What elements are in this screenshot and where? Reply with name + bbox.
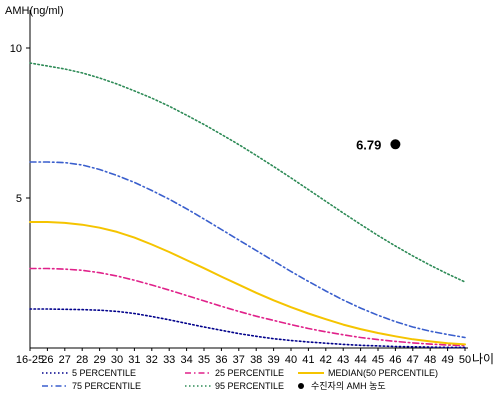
x-tick-label: 48 — [424, 354, 436, 366]
x-tick-label: 49 — [441, 354, 453, 366]
x-tick-label: 27 — [59, 354, 71, 366]
y-ticks: 5 10 — [10, 43, 30, 205]
x-tick-label: 30 — [111, 354, 123, 366]
legend-label: MEDIAN(50 PERCENTILE) — [328, 368, 438, 378]
y-axis-label: AMH(ng/ml) — [5, 5, 64, 17]
x-tick-label: 43 — [337, 354, 349, 366]
legend-label: 5 PERCENTILE — [72, 368, 136, 378]
x-tick-label: 28 — [76, 354, 88, 366]
series-group — [29, 62, 466, 349]
series-line-25-percentile — [29, 267, 466, 347]
x-tick-label: 46 — [389, 354, 401, 366]
x-tick-label: 40 — [285, 354, 297, 366]
x-tick-label: 29 — [93, 354, 105, 366]
x-tick-label: 47 — [407, 354, 419, 366]
x-axis-label: 나이 — [472, 352, 494, 366]
x-tick-label: 37 — [233, 354, 245, 366]
patient-amh-value-label: 6.79 — [356, 137, 381, 152]
patient-marker-group: 6.79 — [356, 137, 401, 152]
legend-label: 95 PERCENTILE — [215, 381, 284, 391]
x-tick-label: 36 — [215, 354, 227, 366]
x-tick-label: 26 — [41, 354, 53, 366]
x-tick-label: 42 — [320, 354, 332, 366]
x-tick-label: 35 — [198, 354, 210, 366]
x-tick-label: 45 — [372, 354, 384, 366]
x-tick-label: 44 — [354, 354, 366, 366]
legend-marker-swatch — [298, 383, 304, 389]
x-tick-label: 16-25 — [16, 354, 44, 366]
x-tick-label: 38 — [250, 354, 262, 366]
x-tick-label: 32 — [146, 354, 158, 366]
series-line-median-50-percentile — [29, 221, 466, 346]
series-line-5-percentile — [29, 308, 466, 349]
x-tick-label: 41 — [302, 354, 314, 366]
legend-label: 75 PERCENTILE — [72, 381, 141, 391]
x-tick-label: 33 — [163, 354, 175, 366]
y-tick-label: 10 — [10, 43, 22, 55]
legend: 5 PERCENTILE 25 PERCENTILE MEDIAN(50 PERCE… — [42, 368, 438, 391]
y-tick-label: 5 — [16, 193, 22, 205]
series-line-75-percentile — [29, 161, 466, 339]
x-tick-label: 31 — [128, 354, 140, 366]
x-tick-label: 34 — [180, 354, 192, 366]
x-tick-label: 39 — [267, 354, 279, 366]
x-tick-label: 50 — [459, 354, 471, 366]
legend-label: 25 PERCENTILE — [215, 368, 284, 378]
legend-label: 수진자의 AMH 농도 — [311, 381, 386, 391]
patient-amh-point — [390, 139, 401, 150]
series-line-95-percentile — [29, 62, 466, 283]
